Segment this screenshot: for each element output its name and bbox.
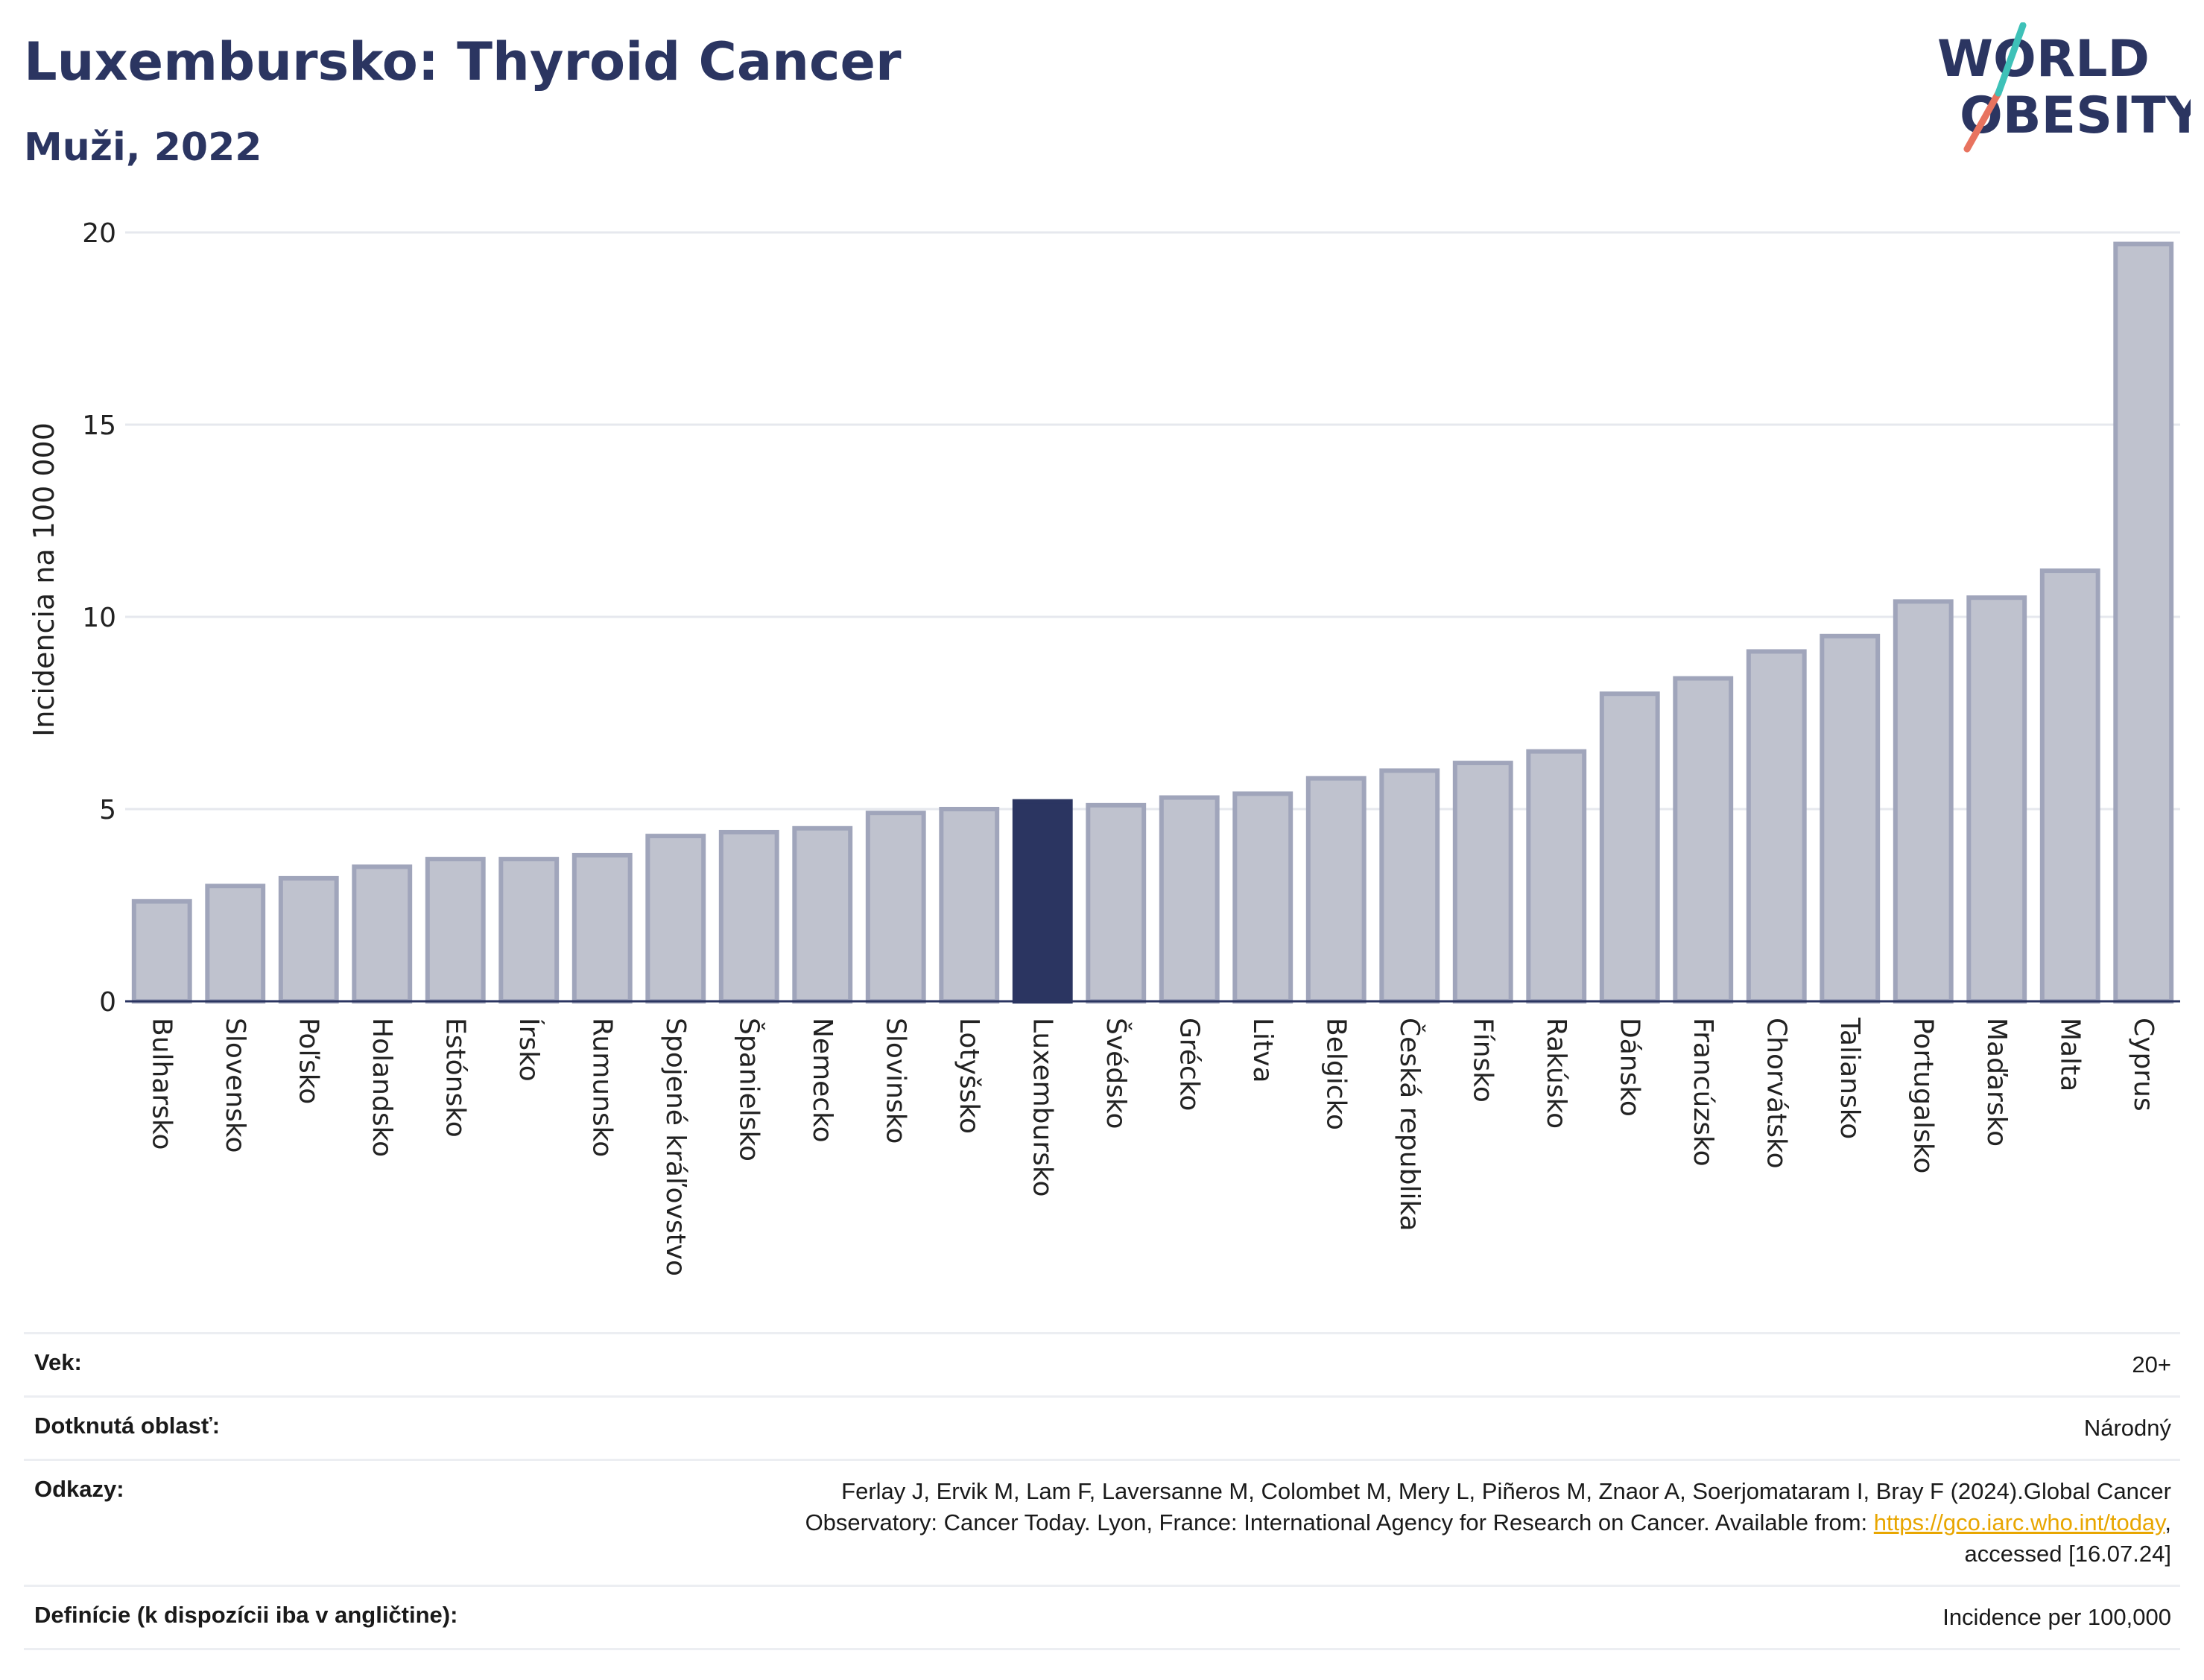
x-tick-label: Luxembursko [1027,1018,1057,1196]
x-tick-label: Lotyšsko [954,1018,984,1134]
x-tick-label: Španielsko [733,1018,764,1161]
bar-10 [865,811,926,1004]
references-value: Ferlay J, Ervik M, Lam F, Laversanne M, … [805,1476,2171,1570]
y-tick-labels: 0 5 10 15 20 [82,218,116,1018]
chart-subtitle: Muži, 2022 [24,125,262,170]
references-line2-end: , [2165,1509,2171,1535]
age-value: 20+ [2132,1351,2171,1378]
x-tick-label: Malta [2054,1018,2085,1091]
x-tick-label: Holandsko [367,1018,397,1157]
bar-5 [498,857,560,1004]
bar-23 [1820,633,1881,1004]
y-tick-label: 20 [82,218,116,249]
bar-20 [1599,691,1660,1004]
world-obesity-logo: WORLD OBESITY [1937,22,2191,153]
chart-title: Luxembursko: Thyroid Cancer [24,31,902,92]
bar-21 [1673,676,1734,1004]
x-tick-label: Slovinsko [880,1018,911,1144]
x-tick-label: Litva [1247,1018,1278,1083]
references-line1: Ferlay J, Ervik M, Lam F, Laversanne M, … [841,1478,2171,1504]
references-line3: accessed [16.07.24] [1964,1541,2171,1567]
bar-4 [425,857,486,1004]
x-tick-label: Maďarsko [1981,1018,2012,1147]
x-tick-label: Taliansko [1834,1017,1865,1139]
bar-19 [1526,749,1587,1004]
definitions-value: Incidence per 100,000 [1942,1604,2171,1630]
x-tick-labels: Bulharsko Slovensko Poľsko Holandsko Estónsk… [146,1017,2159,1276]
x-tick-label: Dánsko [1614,1018,1644,1117]
info-row-age: Vek: 20+ [24,1332,2180,1395]
x-tick-label: Rakúsko [1541,1018,1571,1129]
info-row-area: Dotknutá oblasť: Národný [24,1395,2180,1459]
bar-3 [352,864,413,1004]
bar-chart: 0 5 10 15 20 Bulharsko Slovensko Poľsko Holands… [28,218,2180,1276]
bar-7 [645,834,706,1004]
bar-12 [1012,799,1073,1004]
y-axis-label: Incidencia na 100 000 [28,422,60,737]
x-tick-label: Rumunsko [586,1018,617,1157]
references-line2: Observatory: Cancer Today. Lyon, France:… [805,1509,1874,1535]
x-tick-label: Spojené kráľovstvo [660,1018,691,1276]
x-tick-label: Poľsko [293,1018,323,1104]
logo-slash-teal [1995,22,2027,97]
info-table: Vek: 20+ Dotknutá oblasť: Národný Odkazy… [24,1332,2180,1650]
bar-11 [939,807,1000,1004]
definitions-label: Definície (k dispozícii iba v angličtine… [34,1602,458,1628]
logo-slash-coral [1963,89,2002,153]
info-row-definitions: Definície (k dispozícii iba v angličtine… [24,1585,2180,1650]
x-tick-label: Nemecko [807,1018,837,1143]
x-tick-label: Estónsko [440,1018,470,1138]
x-tick-label: Česká republika [1394,1018,1425,1232]
bar-1 [205,884,266,1004]
bar-13 [1086,802,1147,1004]
bar-27 [2113,241,2174,1004]
area-label: Dotknutá oblasť: [34,1413,221,1439]
bar-25 [1966,595,2027,1004]
y-tick-label: 0 [99,987,116,1018]
bar-2 [278,875,339,1004]
x-tick-label: Cyprus [2128,1018,2159,1112]
info-row-references: Odkazy: Ferlay J, Ervik M, Lam F, Lavers… [24,1459,2180,1585]
x-tick-label: Belgicko [1320,1018,1351,1130]
bars [131,241,2174,1004]
y-tick-label: 5 [99,795,116,825]
y-tick-label: 10 [82,603,116,633]
x-tick-label: Chorvátsko [1761,1018,1791,1169]
bar-14 [1159,795,1220,1004]
age-label: Vek: [34,1349,82,1375]
x-tick-label: Grécko [1174,1018,1204,1111]
bar-16 [1305,776,1367,1004]
bar-22 [1746,649,1807,1004]
bar-26 [2039,568,2100,1004]
bar-9 [792,825,853,1004]
x-tick-label: Slovensko [220,1018,250,1153]
bar-17 [1379,768,1440,1004]
x-tick-label: Fínsko [1467,1018,1498,1103]
source-link[interactable]: https://gco.iarc.who.int/today [1873,1509,2165,1535]
bar-0 [131,898,192,1004]
x-tick-label: Írsko [513,1018,545,1082]
x-tick-label: Portugalsko [1907,1018,1938,1173]
y-tick-label: 15 [82,411,116,441]
bar-18 [1452,761,1513,1004]
references-label: Odkazy: [34,1476,124,1502]
bar-6 [571,852,633,1004]
x-tick-label: Bulharsko [146,1018,177,1150]
x-tick-label: Švédsko [1101,1018,1132,1129]
bar-8 [718,829,779,1004]
bar-15 [1232,791,1293,1004]
area-value: Národný [2083,1415,2171,1441]
bar-24 [1893,599,1954,1004]
logo-line1: WORLD [1937,30,2150,89]
x-tick-label: Francúzsko [1688,1018,1718,1167]
